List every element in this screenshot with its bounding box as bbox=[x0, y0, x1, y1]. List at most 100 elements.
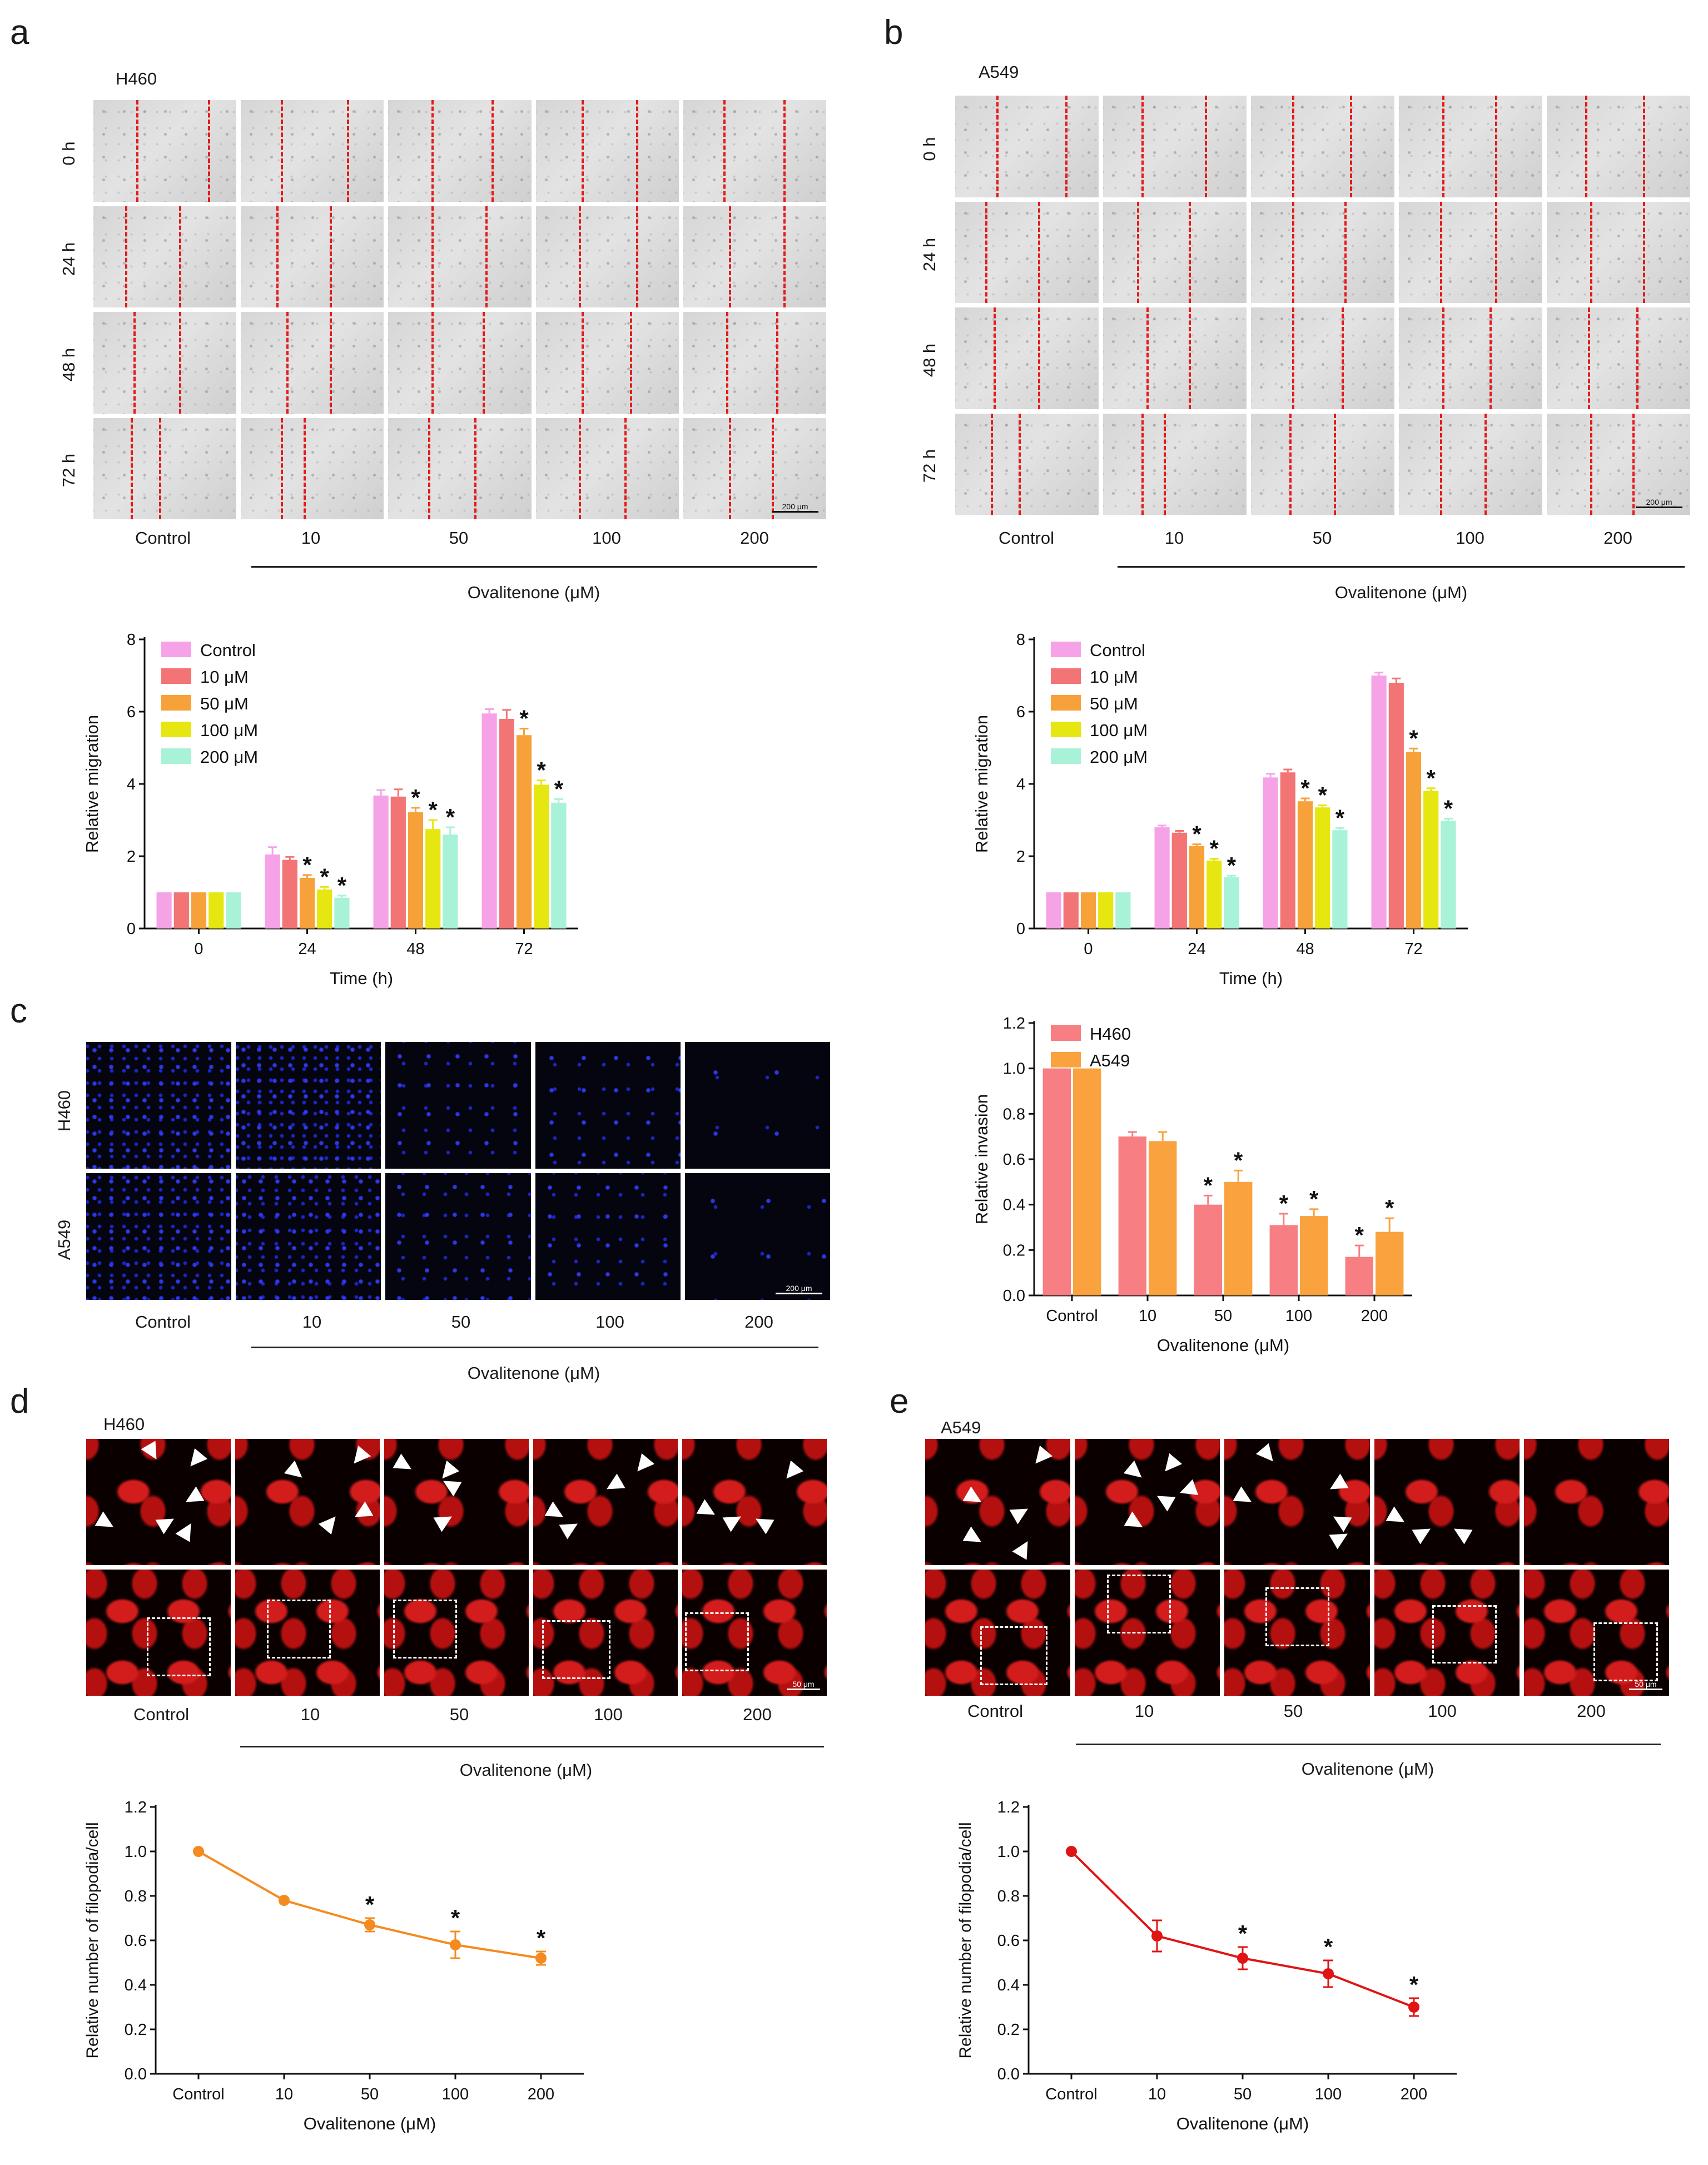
filopodia-arrow bbox=[95, 1511, 118, 1535]
legend-swatch bbox=[1051, 722, 1081, 737]
legend-swatch bbox=[1051, 1025, 1081, 1041]
phalloidin-e-col-label: 10 bbox=[1134, 1701, 1154, 1721]
zoom-region-box bbox=[147, 1617, 211, 1677]
wound-edge-line bbox=[1489, 307, 1492, 409]
y-tick-label: 0.0 bbox=[1003, 1287, 1025, 1305]
wound-edge-line bbox=[485, 206, 488, 307]
wound-a-image-r3-c5 bbox=[683, 312, 826, 414]
bar bbox=[373, 795, 389, 928]
wound-b-image-r2-c4 bbox=[1399, 201, 1542, 303]
data-point bbox=[193, 1846, 204, 1857]
invasion-image-1 bbox=[86, 1042, 232, 1169]
y-tick-label: 6 bbox=[1016, 703, 1025, 721]
x-tick-label: 100 bbox=[1315, 2085, 1342, 2103]
wound-b-row-label: 48 h bbox=[920, 343, 939, 378]
y-tick-label: 1.2 bbox=[1003, 1015, 1025, 1032]
filopodia-arrow bbox=[181, 1486, 205, 1509]
x-tick-label: 72 bbox=[515, 940, 533, 958]
wound-edge-line bbox=[281, 418, 284, 519]
wound-edge-line bbox=[1141, 413, 1144, 515]
x-tick-label: Control bbox=[172, 2085, 225, 2103]
bar bbox=[499, 719, 514, 928]
wound-a-image-r2-c1 bbox=[93, 206, 237, 307]
wound-edge-line bbox=[729, 418, 732, 519]
wound-edge-line bbox=[772, 418, 774, 519]
y-tick-label: 1.2 bbox=[125, 1799, 147, 1816]
bar bbox=[408, 812, 424, 928]
wound-edge-line bbox=[1344, 201, 1347, 303]
wound-edge-line bbox=[1587, 307, 1590, 409]
significance-star: * bbox=[1238, 1920, 1248, 1946]
y-tick-label: 1.2 bbox=[997, 1799, 1020, 1816]
cell-line-label-a: H460 bbox=[116, 69, 157, 88]
wound-b-image-r4-c5: 200 μm bbox=[1547, 413, 1690, 515]
wound-a-image-r1-c2 bbox=[241, 100, 384, 202]
filopodia-arrow bbox=[559, 1516, 582, 1540]
wound-a-image-r2-c5 bbox=[683, 206, 826, 307]
phalloidin-d-col-label: 50 bbox=[449, 1705, 469, 1724]
filopodia-arrow bbox=[1255, 1443, 1280, 1467]
wound-a-row-label: 0 h bbox=[59, 141, 78, 166]
filopodia-arrow bbox=[1386, 1506, 1409, 1530]
invasion-col-label: 100 bbox=[595, 1312, 624, 1332]
phalloidin-e-image-6 bbox=[925, 1570, 1071, 1696]
wound-a-image-r3-c3 bbox=[388, 312, 532, 414]
bar bbox=[1280, 772, 1295, 928]
cell-line-label-b: A549 bbox=[979, 62, 1019, 82]
zoom-region-box bbox=[542, 1620, 610, 1679]
filopodia-arrow bbox=[696, 1499, 719, 1522]
y-tick-label: 0 bbox=[1016, 920, 1025, 938]
y-tick-label: 0.8 bbox=[997, 1888, 1020, 1905]
bar bbox=[1171, 832, 1187, 928]
phalloidin-d-image-10: 50 μm bbox=[682, 1570, 827, 1696]
wound-b-col-label: 200 bbox=[1603, 528, 1632, 548]
x-tick-label: 50 bbox=[1214, 1307, 1232, 1325]
wound-edge-line bbox=[1495, 201, 1498, 303]
phalloidin-d-col-label: Control bbox=[133, 1705, 189, 1724]
wound-edge-line bbox=[431, 100, 434, 202]
significance-star: * bbox=[1210, 836, 1219, 862]
x-axis-label: Time (h) bbox=[1219, 969, 1283, 988]
significance-star: * bbox=[1227, 852, 1237, 878]
wound-edge-line bbox=[1632, 413, 1635, 515]
wound-edge-line bbox=[346, 100, 349, 202]
phalloidin-e-image-4 bbox=[1374, 1439, 1520, 1565]
wound-b-image-r3-c2 bbox=[1103, 307, 1247, 409]
scale-bar: 200 μm bbox=[772, 502, 818, 513]
x-tick-label: 10 bbox=[1139, 1307, 1156, 1325]
legend-swatch bbox=[161, 642, 191, 657]
wound-edge-line bbox=[431, 312, 434, 414]
y-tick-label: 6 bbox=[127, 703, 136, 721]
x-tick-label: 100 bbox=[1285, 1307, 1312, 1325]
wound-a-image-r2-c3 bbox=[388, 206, 532, 307]
phalloidin-e-col-label: 200 bbox=[1577, 1701, 1606, 1721]
significance-star: * bbox=[411, 784, 420, 811]
zoom-region-box bbox=[393, 1600, 457, 1659]
wound-b-image-r4-c2 bbox=[1103, 413, 1247, 515]
x-axis-label: Ovalitenone (μM) bbox=[1176, 2114, 1309, 2133]
bar bbox=[534, 784, 549, 928]
wound-b-col-label: Control bbox=[999, 528, 1054, 548]
wound-b-image-r3-c3 bbox=[1251, 307, 1394, 409]
invasion-image-9 bbox=[535, 1173, 681, 1300]
y-tick-label: 1.0 bbox=[125, 1843, 147, 1861]
filopodia-arrow bbox=[962, 1486, 986, 1509]
filopodia-arrow bbox=[1012, 1537, 1035, 1560]
wound-a-row-label: 72 h bbox=[59, 453, 78, 488]
bar bbox=[173, 892, 189, 928]
bar bbox=[1115, 892, 1131, 928]
wound-edge-line bbox=[776, 312, 778, 414]
wound-edge-line bbox=[581, 100, 584, 202]
wound-edge-line bbox=[304, 418, 306, 519]
phalloidin-e-col-label: 50 bbox=[1283, 1701, 1303, 1721]
significance-star: * bbox=[1409, 1972, 1419, 1998]
wound-edge-line bbox=[1636, 307, 1639, 409]
x-tick-label: 100 bbox=[442, 2085, 469, 2103]
wound-edge-line bbox=[136, 100, 139, 202]
scale-bar: 50 μm bbox=[1629, 1680, 1662, 1690]
y-axis-label: Relative number of filopodia/cell bbox=[956, 1822, 975, 2058]
scale-bar: 200 μm bbox=[776, 1284, 822, 1294]
significance-star: * bbox=[537, 1925, 546, 1951]
wound-a-image-r2-c4 bbox=[535, 206, 679, 307]
invasion-image-2 bbox=[236, 1042, 381, 1169]
